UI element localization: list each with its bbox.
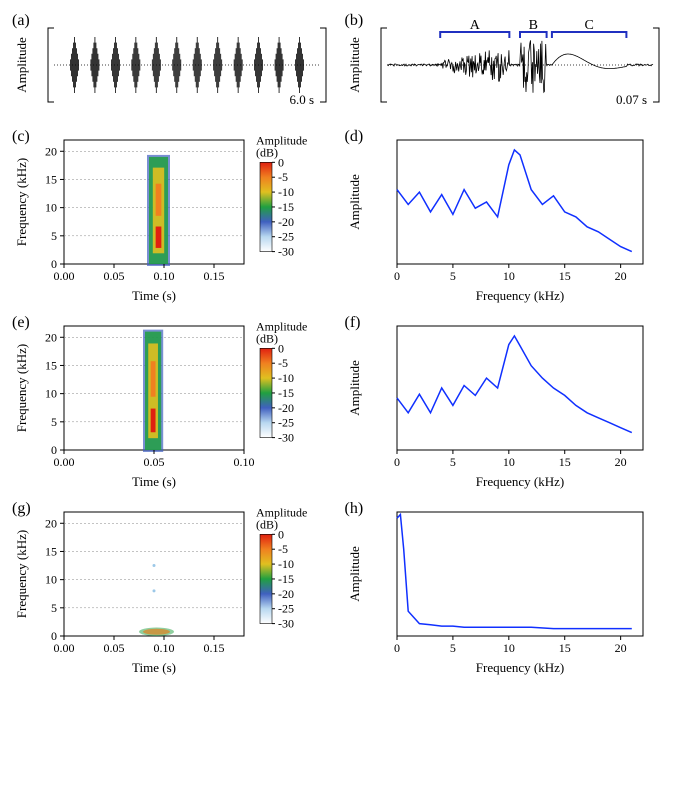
svg-text:Frequency (kHz): Frequency (kHz) [14, 158, 29, 246]
svg-text:5: 5 [449, 269, 455, 283]
svg-text:-10: -10 [278, 557, 294, 571]
svg-text:(dB): (dB) [256, 145, 278, 159]
svg-text:Frequency (kHz): Frequency (kHz) [14, 530, 29, 618]
svg-text:10: 10 [45, 387, 57, 401]
svg-text:-20: -20 [278, 401, 294, 415]
svg-text:5: 5 [51, 601, 57, 615]
svg-text:Amplitude: Amplitude [14, 37, 29, 93]
svg-text:0.10: 0.10 [154, 269, 175, 283]
svg-text:10: 10 [502, 455, 514, 469]
svg-text:0.07 s: 0.07 s [615, 92, 646, 107]
svg-text:-20: -20 [278, 215, 294, 229]
svg-text:-10: -10 [278, 371, 294, 385]
svg-text:Frequency (kHz): Frequency (kHz) [14, 344, 29, 432]
svg-text:20: 20 [614, 455, 626, 469]
svg-text:Frequency (kHz): Frequency (kHz) [475, 288, 563, 303]
svg-text:Frequency (kHz): Frequency (kHz) [475, 660, 563, 675]
svg-text:-30: -30 [278, 245, 294, 259]
svg-text:0.00: 0.00 [54, 641, 75, 655]
svg-text:Time (s): Time (s) [132, 474, 176, 489]
svg-text:-30: -30 [278, 617, 294, 631]
svg-text:-15: -15 [278, 386, 294, 400]
panel-label-a: (a) [12, 12, 30, 30]
svg-text:0.10: 0.10 [154, 641, 175, 655]
svg-text:-30: -30 [278, 431, 294, 445]
svg-text:Amplitude: Amplitude [347, 174, 362, 230]
svg-text:15: 15 [45, 358, 57, 372]
svg-text:10: 10 [502, 641, 514, 655]
svg-text:Amplitude: Amplitude [347, 360, 362, 416]
svg-text:-10: -10 [278, 185, 294, 199]
svg-text:Time (s): Time (s) [132, 288, 176, 303]
svg-text:10: 10 [45, 573, 57, 587]
svg-text:0.05: 0.05 [104, 269, 125, 283]
svg-text:0: 0 [394, 269, 400, 283]
svg-text:Amplitude: Amplitude [347, 37, 362, 93]
panel-a: (a) Amplitude 6.0 s [10, 10, 333, 120]
svg-text:(dB): (dB) [256, 517, 278, 531]
svg-text:Time (s): Time (s) [132, 660, 176, 675]
panel-d: (d) 0 5 10 15 20 Frequency (kHz) Amplitude [343, 126, 666, 306]
svg-text:5: 5 [51, 415, 57, 429]
svg-text:(dB): (dB) [256, 331, 278, 345]
svg-text:-5: -5 [278, 356, 288, 370]
svg-text:0.10: 0.10 [234, 455, 255, 469]
svg-text:-15: -15 [278, 200, 294, 214]
svg-text:-25: -25 [278, 416, 294, 430]
svg-text:0.15: 0.15 [204, 269, 225, 283]
panel-label-h: (h) [345, 500, 364, 518]
svg-text:10: 10 [45, 201, 57, 215]
svg-text:20: 20 [45, 144, 57, 158]
svg-text:0: 0 [278, 527, 284, 541]
svg-text:-5: -5 [278, 170, 288, 184]
figure-grid: (a) Amplitude 6.0 s (b) Amplitude A B C 0.07 … [10, 10, 665, 678]
svg-text:20: 20 [45, 516, 57, 530]
svg-text:20: 20 [45, 330, 57, 344]
svg-text:-15: -15 [278, 572, 294, 586]
svg-text:15: 15 [558, 269, 570, 283]
svg-text:0.00: 0.00 [54, 455, 75, 469]
panel-label-d: (d) [345, 128, 364, 146]
panel-f: (f) 0 5 10 15 20 Frequency (kHz) Amplitude [343, 312, 666, 492]
svg-text:5: 5 [449, 641, 455, 655]
panel-c: (c) 0 5 10 15 20 0.00 0.05 0.10 0.15 Time (s) Freq… [10, 126, 333, 306]
svg-text:A: A [469, 18, 480, 33]
svg-text:Frequency (kHz): Frequency (kHz) [475, 474, 563, 489]
panel-g: (g) 0 5 10 15 20 0.00 0.05 0.10 0.15 Time (s) Freq… [10, 498, 333, 678]
svg-text:Amplitude: Amplitude [347, 546, 362, 602]
svg-text:0.15: 0.15 [204, 641, 225, 655]
svg-text:20: 20 [614, 269, 626, 283]
svg-text:15: 15 [45, 544, 57, 558]
panel-b: (b) Amplitude A B C 0.07 s [343, 10, 666, 120]
svg-text:0: 0 [394, 641, 400, 655]
panel-label-c: (c) [12, 128, 30, 146]
svg-text:0.05: 0.05 [144, 455, 165, 469]
svg-text:-25: -25 [278, 230, 294, 244]
svg-text:15: 15 [45, 172, 57, 186]
svg-text:15: 15 [558, 641, 570, 655]
panel-h: (h) 0 5 10 15 20 Frequency (kHz) Amplitude [343, 498, 666, 678]
svg-text:C: C [584, 18, 593, 33]
svg-text:6.0 s: 6.0 s [289, 92, 314, 107]
svg-text:0.00: 0.00 [54, 269, 75, 283]
svg-text:0: 0 [278, 155, 284, 169]
svg-text:10: 10 [502, 269, 514, 283]
svg-text:5: 5 [51, 229, 57, 243]
svg-text:B: B [528, 18, 537, 33]
svg-text:20: 20 [614, 641, 626, 655]
panel-label-e: (e) [12, 314, 30, 332]
svg-text:0: 0 [394, 455, 400, 469]
svg-text:-25: -25 [278, 602, 294, 616]
svg-text:0.05: 0.05 [104, 641, 125, 655]
svg-text:0: 0 [278, 341, 284, 355]
panel-label-f: (f) [345, 314, 361, 332]
svg-text:5: 5 [449, 455, 455, 469]
svg-text:-5: -5 [278, 542, 288, 556]
panel-label-g: (g) [12, 500, 31, 518]
panel-label-b: (b) [345, 12, 364, 30]
panel-e: (e) 0 5 10 15 20 0.00 0.05 0.10 Time (s) Frequenc… [10, 312, 333, 492]
svg-text:15: 15 [558, 455, 570, 469]
svg-text:-20: -20 [278, 587, 294, 601]
